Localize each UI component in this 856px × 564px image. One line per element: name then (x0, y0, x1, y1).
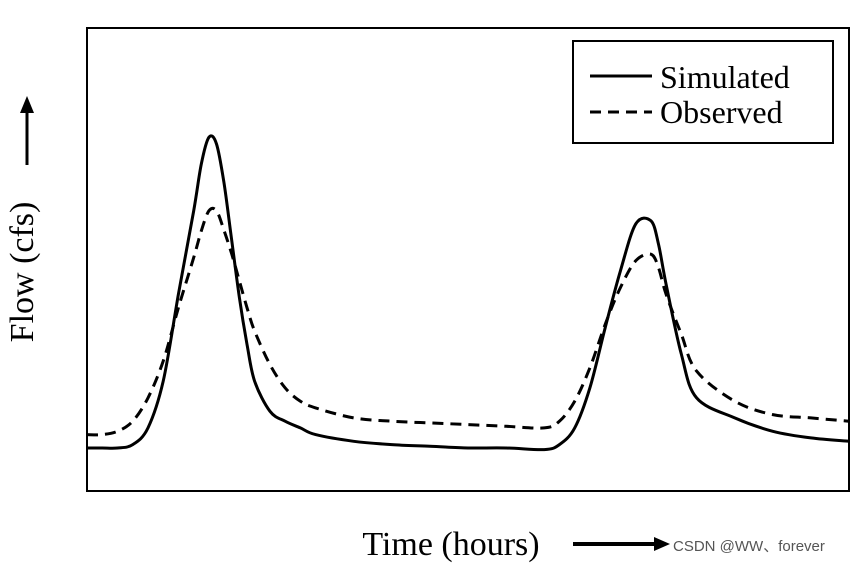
plot-frame (86, 27, 850, 492)
series-line-observed (86, 206, 850, 437)
legend-label-simulated: Simulated (660, 59, 790, 95)
legend: Simulated Observed (572, 40, 834, 144)
legend-box (572, 40, 834, 144)
watermark-text: CSDN @WW、forever (673, 538, 825, 555)
series-layer (86, 134, 850, 452)
y-axis-label: Flow (cfs) (4, 202, 41, 343)
x-axis-label: Time (hours) (362, 526, 539, 563)
series-line-simulated (87, 134, 850, 452)
legend-label-observed: Observed (660, 94, 783, 130)
arrow-right-icon (573, 537, 670, 551)
arrow-up-icon (20, 96, 34, 165)
